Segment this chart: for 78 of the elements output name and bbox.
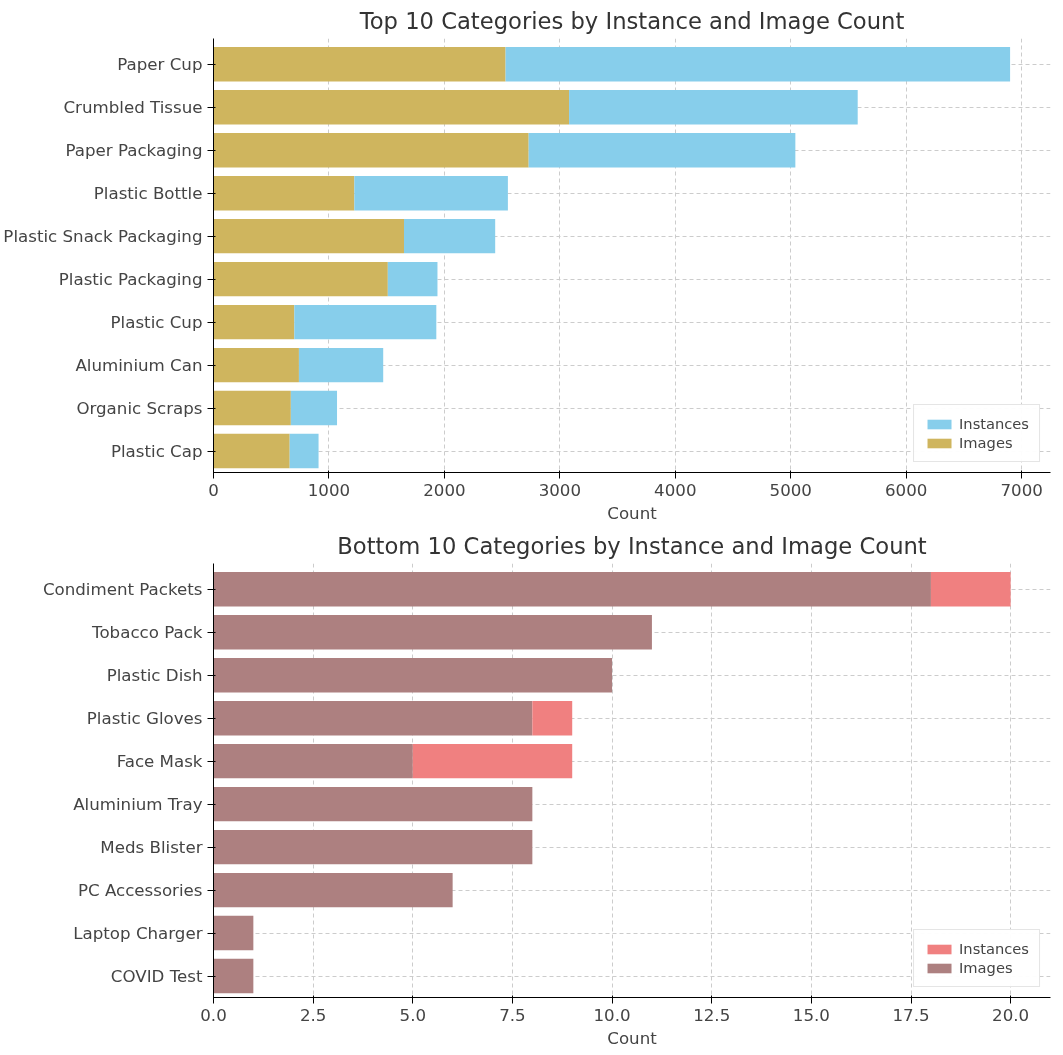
x-tick-label: 15.0: [792, 1005, 830, 1025]
bar: [298, 347, 384, 383]
x-tick-label: 17.5: [892, 1005, 930, 1025]
bar: [213, 261, 388, 297]
bar: [569, 90, 858, 125]
bar: [528, 133, 796, 168]
y-tick-label: COVID Test: [110, 966, 203, 986]
bar: [289, 433, 319, 469]
x-tick-label: 20.0: [992, 1005, 1030, 1025]
bar: [213, 872, 453, 908]
y-tick-label: Plastic Snack Packaging: [3, 226, 203, 246]
chart-title: Bottom 10 Categories by Instance and Image Count: [337, 532, 927, 559]
legend-label: Images: [959, 959, 1013, 976]
y-tick-label: Organic Scraps: [76, 398, 203, 418]
bar: [403, 218, 496, 254]
x-tick-label: 0.0: [200, 1005, 227, 1025]
bar: [930, 572, 1011, 607]
x-axis-title: Count: [607, 503, 658, 523]
y-tick-label: Aluminium Tray: [73, 794, 203, 814]
bar: [213, 701, 533, 736]
y-tick-label: Plastic Cap: [110, 441, 203, 461]
y-tick-label: Plastic Cup: [110, 312, 203, 332]
y-tick-label: Face Mask: [116, 751, 203, 771]
bar: [213, 176, 355, 211]
y-tick-label: Paper Packaging: [65, 140, 203, 160]
bar: [387, 261, 438, 297]
bar: [294, 304, 437, 340]
bar: [213, 915, 254, 951]
x-tick-label: 4000: [654, 480, 697, 500]
bar: [354, 176, 508, 211]
bar: [290, 390, 338, 426]
x-tick-label: 7000: [1000, 480, 1043, 500]
bar: [213, 218, 404, 254]
y-tick-label: Laptop Charger: [73, 923, 203, 943]
y-tick-label: Crumbled Tissue: [63, 97, 203, 117]
bar: [213, 615, 652, 650]
x-tick-label: 0: [208, 480, 219, 500]
x-tick-label: 7.5: [499, 1005, 526, 1025]
x-axis-title: Count: [607, 1028, 658, 1048]
bar: [213, 390, 291, 426]
legend-label: Images: [959, 434, 1013, 451]
bar: [213, 133, 529, 168]
bar: [505, 47, 1011, 82]
bar: [213, 743, 413, 779]
legend-label: Instances: [959, 940, 1029, 957]
x-tick-label: 2000: [423, 480, 466, 500]
y-tick-label: Tobacco Pack: [91, 622, 203, 642]
y-tick-label: Plastic Gloves: [86, 708, 203, 728]
y-tick-label: Plastic Packaging: [58, 269, 203, 289]
bar: [213, 958, 254, 994]
y-tick-label: Plastic Bottle: [93, 183, 203, 203]
legend-label: Instances: [959, 415, 1029, 432]
y-tick-label: PC Accessories: [77, 880, 203, 900]
bar: [532, 701, 573, 736]
y-tick-label: Paper Cup: [117, 54, 203, 74]
y-tick-label: Meds Blister: [100, 837, 203, 857]
x-tick-label: 12.5: [693, 1005, 731, 1025]
x-tick-label: 5000: [769, 480, 812, 500]
x-tick-label: 3000: [538, 480, 582, 500]
bar: [213, 658, 613, 693]
bar: [213, 47, 506, 82]
x-tick-label: 6000: [885, 480, 928, 500]
bar: [213, 90, 570, 125]
y-tick-label: Condiment Packets: [42, 579, 203, 599]
chart-title: Top 10 Categories by Instance and Image Count: [358, 7, 905, 34]
bar: [412, 743, 573, 779]
bar: [213, 304, 295, 340]
bar: [213, 786, 533, 822]
x-tick-label: 2.5: [299, 1005, 327, 1025]
bar: [213, 433, 290, 469]
y-tick-label: Aluminium Can: [75, 355, 203, 375]
y-tick-label: Plastic Dish: [106, 665, 203, 685]
x-tick-label: 5.0: [399, 1005, 427, 1025]
x-tick-label: 10.0: [593, 1005, 631, 1025]
bar: [213, 572, 931, 607]
x-tick-label: 1000: [307, 480, 351, 500]
bar: [213, 347, 299, 383]
bar: [213, 829, 533, 865]
